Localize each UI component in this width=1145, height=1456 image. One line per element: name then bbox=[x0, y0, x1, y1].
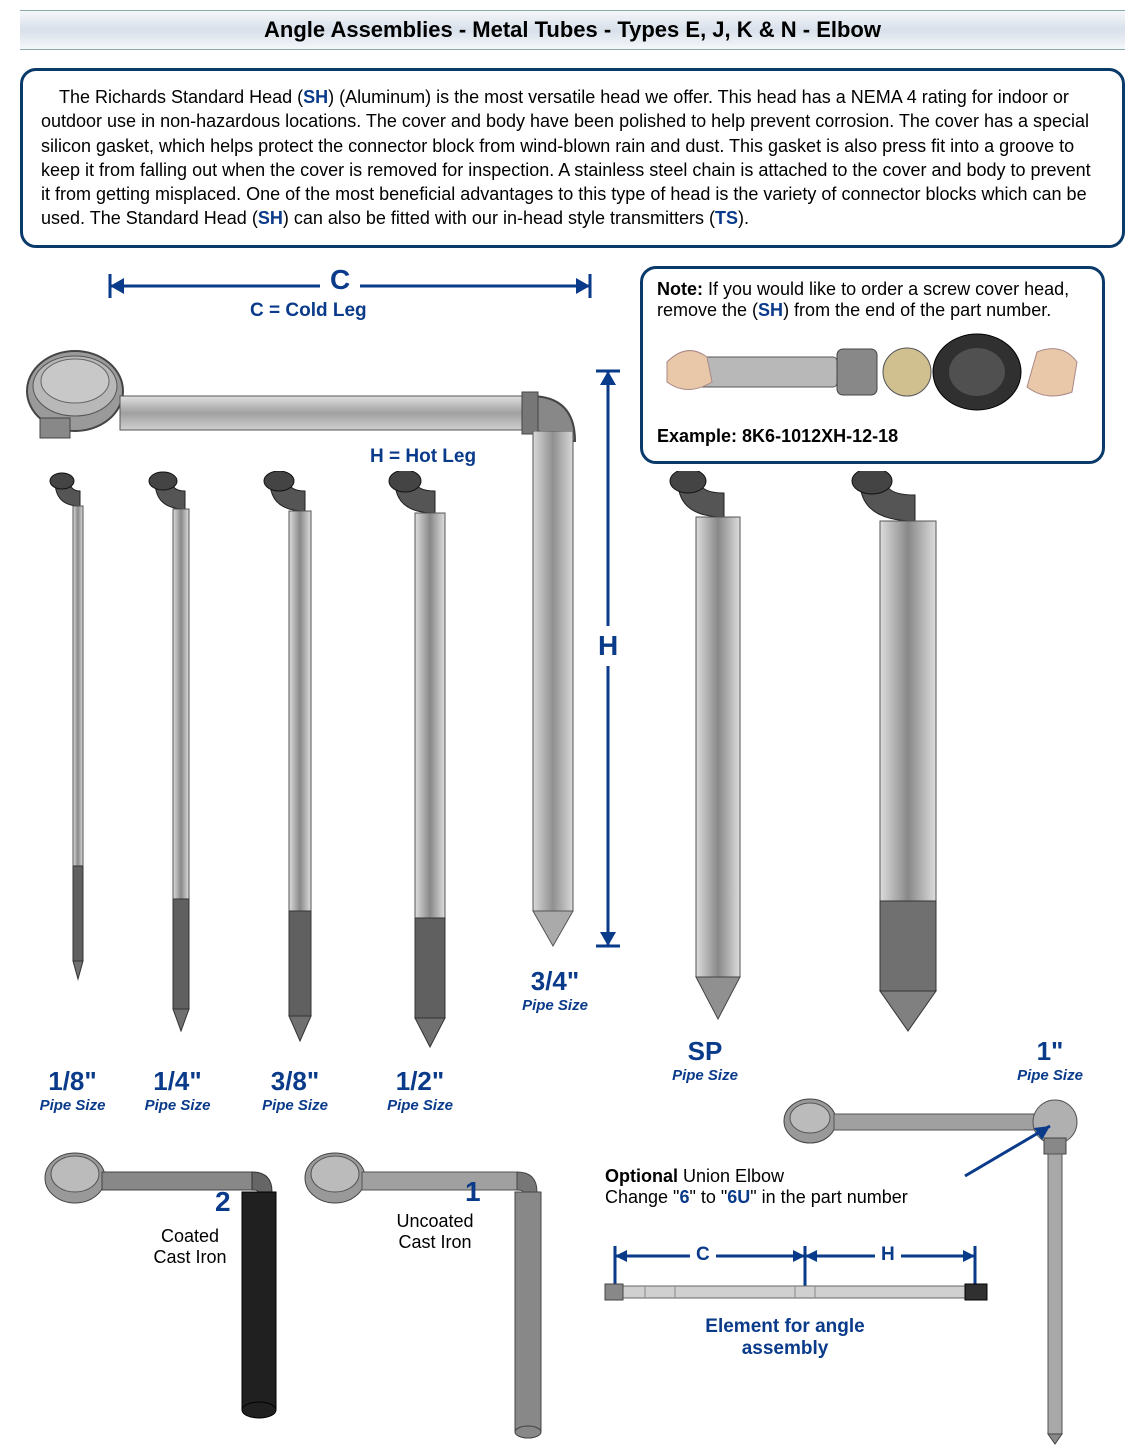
c-cold-leg-label: C = Cold Leg bbox=[250, 300, 367, 322]
intro-text: ). bbox=[738, 208, 749, 228]
intro-paragraph-box: The Richards Standard Head (SH) (Aluminu… bbox=[20, 68, 1125, 248]
note-title: Note: bbox=[657, 279, 703, 299]
note-body: ) from the end of the part number. bbox=[783, 300, 1051, 320]
ts-abbrev: TS bbox=[715, 208, 738, 228]
example-value: 8K6-1012XH-12-18 bbox=[737, 426, 898, 446]
pipe-1-8-illustration bbox=[40, 471, 110, 991]
pipe-3-8-illustration bbox=[255, 471, 345, 1046]
union-arrow bbox=[960, 1116, 1080, 1186]
pipe-1-8-label: 1/8" Pipe Size bbox=[25, 1066, 120, 1114]
screw-cover-illustration bbox=[657, 327, 1087, 417]
sh-abbrev: SH bbox=[258, 208, 283, 228]
diagram-area: C C = Cold Leg H = Hot Leg H bbox=[20, 266, 1125, 1446]
cast-iron-1-illustration bbox=[300, 1136, 560, 1446]
pipe-3-4-illustration bbox=[525, 431, 585, 951]
pipe-1-2-label: 1/2" Pipe Size bbox=[370, 1066, 470, 1114]
element-h-letter: H bbox=[875, 1244, 901, 1266]
intro-text: The Richards Standard Head ( bbox=[59, 87, 303, 107]
cast-iron-2-label: Coated Cast Iron bbox=[130, 1226, 250, 1268]
sh-abbrev: SH bbox=[303, 87, 328, 107]
pipe-1-4-label: 1/4" Pipe Size bbox=[130, 1066, 225, 1114]
sh-abbrev: SH bbox=[758, 300, 783, 320]
element-c-letter: C bbox=[690, 1244, 716, 1266]
pipe-1-2-illustration bbox=[380, 471, 480, 1051]
c-letter: C bbox=[320, 264, 360, 296]
pipe-1-label: 1" Pipe Size bbox=[1005, 1036, 1095, 1084]
cast-iron-1-label: Uncoated Cast Iron bbox=[375, 1211, 495, 1253]
optional-union-text: Optional Union Elbow Change "6" to "6U" … bbox=[605, 1166, 908, 1208]
note-box: Note: If you would like to order a screw… bbox=[640, 266, 1105, 464]
pipe-3-4-label: 3/4" Pipe Size bbox=[505, 966, 605, 1014]
note-text: Note: If you would like to order a screw… bbox=[657, 279, 1088, 321]
pipe-3-8-label: 3/8" Pipe Size bbox=[245, 1066, 345, 1114]
page-title: Angle Assemblies - Metal Tubes - Types E… bbox=[20, 10, 1125, 50]
h-letter: H bbox=[598, 626, 618, 666]
pipe-sp-label: SP Pipe Size bbox=[650, 1036, 760, 1084]
pipe-sp-illustration bbox=[660, 471, 770, 1026]
example-label: Example: bbox=[657, 426, 737, 446]
element-label: Element for angle assembly bbox=[660, 1316, 910, 1360]
cast-iron-2-illustration bbox=[40, 1136, 300, 1436]
note-example: Example: 8K6-1012XH-12-18 bbox=[657, 426, 1088, 447]
h-hot-leg-label: H = Hot Leg bbox=[370, 446, 476, 468]
cast-iron-2-number: 2 bbox=[215, 1186, 231, 1218]
pipe-1-4-illustration bbox=[140, 471, 220, 1041]
intro-text: ) can also be fitted with our in-head st… bbox=[283, 208, 715, 228]
pipe-1-inch-illustration bbox=[840, 471, 970, 1036]
cast-iron-1-number: 1 bbox=[465, 1176, 481, 1208]
